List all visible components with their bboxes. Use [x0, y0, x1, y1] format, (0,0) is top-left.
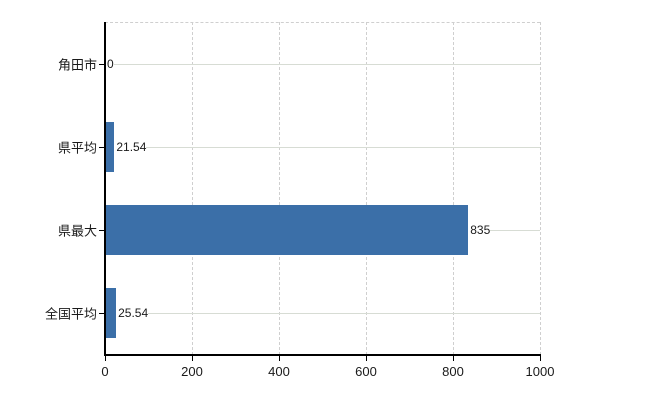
horizontal-gridline [105, 63, 540, 65]
horizontal-gridline [105, 313, 540, 315]
y-axis-label-3: 全国平均 [44, 306, 97, 322]
bar-value-label: 21.54 [114, 139, 147, 154]
bar-value-label: 25.54 [116, 306, 149, 321]
vertical-gridline-1000 [540, 22, 541, 355]
vertical-gridline-600 [366, 22, 367, 355]
y-axis-label-2: 県最大 [57, 223, 97, 239]
x-axis-line [104, 354, 541, 356]
y-axis-label-1: 県平均 [57, 140, 97, 156]
bar-value-label: 0 [105, 56, 114, 71]
bar-value-label: 835 [468, 223, 491, 238]
top-gridline [105, 22, 540, 23]
y-axis-tick [99, 230, 105, 232]
x-axis-tick [192, 355, 193, 361]
vertical-gridline-200 [192, 22, 193, 355]
x-axis-tick-label-0: 0 [101, 364, 109, 379]
bar[interactable] [105, 288, 117, 339]
x-axis-tick [105, 355, 106, 361]
y-axis-tick [99, 313, 105, 315]
x-axis-tick [540, 355, 541, 361]
bar[interactable] [105, 121, 115, 172]
y-axis-label-0: 角田市 [57, 57, 97, 73]
vertical-gridline-400 [279, 22, 280, 355]
y-axis-line [104, 22, 106, 356]
y-axis-tick [99, 63, 105, 65]
x-axis-tick-label-400: 400 [268, 364, 290, 379]
vertical-gridline-800 [453, 22, 454, 355]
x-axis-tick-label-800: 800 [442, 364, 464, 379]
y-axis-tick [99, 146, 105, 148]
x-axis-tick [279, 355, 280, 361]
horizontal-gridline [105, 146, 540, 148]
x-axis-tick-label-600: 600 [355, 364, 377, 379]
plot-area: 0 21.54 835 25.54 [105, 22, 541, 355]
bar[interactable] [105, 205, 469, 256]
x-axis-tick-label-1000: 1000 [525, 364, 555, 379]
x-axis-tick [366, 355, 367, 361]
x-axis-tick-label-200: 200 [181, 364, 203, 379]
x-axis-tick [453, 355, 454, 361]
